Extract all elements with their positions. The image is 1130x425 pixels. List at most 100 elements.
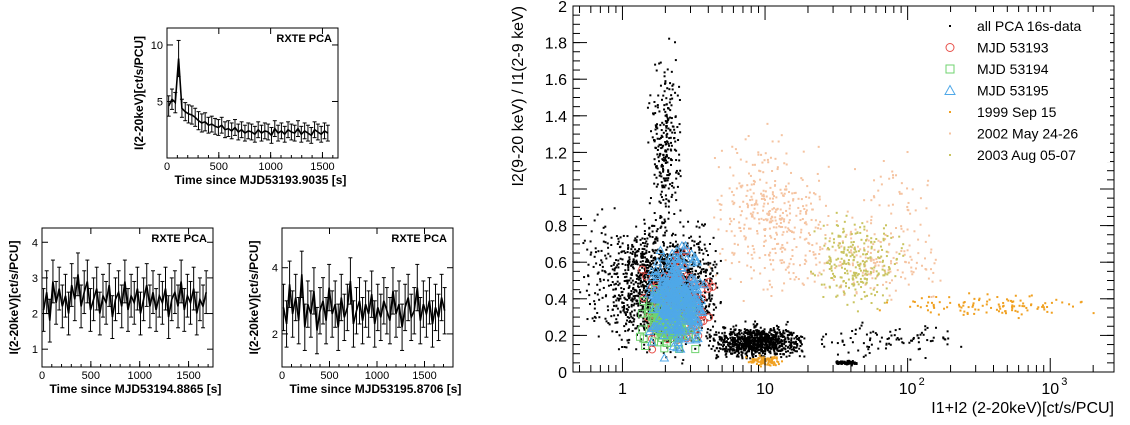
data-point	[797, 197, 800, 200]
data-point	[645, 273, 648, 276]
data-point	[906, 205, 909, 208]
data-point	[635, 299, 638, 302]
data-point	[641, 305, 644, 308]
data-point	[676, 94, 679, 97]
data-point	[859, 226, 862, 229]
data-point	[758, 256, 761, 259]
data-point	[753, 360, 756, 363]
data-point	[974, 308, 977, 311]
data-point	[719, 218, 722, 221]
data-point	[604, 271, 607, 274]
data-point	[865, 253, 868, 256]
data-point	[775, 208, 778, 211]
data-point	[853, 246, 856, 249]
data-point	[882, 274, 885, 277]
data-point	[872, 195, 875, 198]
data-point	[724, 353, 727, 356]
data-point	[892, 176, 895, 179]
data-point	[1028, 295, 1031, 298]
data-point	[911, 188, 914, 191]
data-point	[775, 345, 778, 348]
data-point	[847, 351, 850, 354]
data-point	[752, 211, 755, 214]
data-point	[615, 259, 618, 262]
data-point	[690, 276, 693, 279]
data-point	[841, 340, 844, 343]
data-point	[937, 313, 940, 316]
data-point	[929, 251, 932, 254]
data-point	[780, 262, 783, 265]
data-point	[860, 286, 863, 289]
data-point	[869, 331, 872, 334]
data-point	[851, 277, 854, 280]
data-point	[988, 298, 991, 301]
data-point	[770, 286, 773, 289]
data-point	[788, 333, 791, 336]
data-point	[918, 347, 921, 350]
data-point	[627, 246, 630, 249]
data-point	[869, 337, 872, 340]
data-point	[717, 341, 720, 344]
data-point	[733, 201, 736, 204]
data-point	[870, 245, 873, 248]
data-point	[633, 261, 636, 264]
data-point	[867, 245, 870, 248]
data-point	[870, 237, 873, 240]
data-point	[758, 339, 761, 342]
data-point	[947, 337, 950, 340]
y-axis-label: I(2-20keV)[ct/s/PCU]	[132, 36, 146, 150]
data-point	[812, 253, 815, 256]
data-point	[783, 188, 786, 191]
data-point	[752, 269, 755, 272]
data-point	[598, 316, 601, 319]
data-point	[898, 328, 901, 331]
data-point	[743, 235, 746, 238]
data-point	[646, 316, 649, 319]
data-point	[825, 261, 828, 264]
data-point	[742, 333, 745, 336]
data-point	[662, 94, 665, 97]
data-point	[826, 261, 829, 264]
data-point	[738, 333, 741, 336]
data-point	[588, 303, 591, 306]
data-point	[749, 188, 752, 191]
data-point	[1030, 294, 1033, 297]
data-point	[746, 184, 749, 187]
data-point	[674, 191, 677, 194]
data-point	[709, 339, 712, 342]
data-point	[636, 235, 639, 238]
data-point	[596, 283, 599, 286]
data-point	[783, 332, 786, 335]
data-point	[596, 311, 599, 314]
data-point	[909, 255, 912, 258]
data-point	[859, 255, 862, 258]
data-point	[768, 221, 771, 224]
data-point	[903, 253, 906, 256]
data-point	[813, 230, 816, 233]
data-point	[712, 325, 715, 328]
data-point	[908, 244, 911, 247]
data-point	[855, 276, 858, 279]
data-point	[802, 150, 805, 153]
data-point	[708, 295, 711, 298]
data-point	[592, 265, 595, 268]
data-point	[779, 226, 782, 229]
data-point	[651, 224, 654, 227]
data-point	[756, 322, 759, 325]
data-point	[653, 173, 656, 176]
data-point	[711, 283, 714, 286]
data-point	[827, 247, 830, 250]
data-point	[646, 303, 649, 306]
data-point	[789, 351, 792, 354]
data-point	[658, 154, 661, 157]
data-point	[946, 330, 949, 333]
data-point	[741, 351, 744, 354]
data-point	[632, 295, 635, 298]
data-point	[751, 198, 754, 201]
data-point	[579, 217, 582, 220]
data-point	[812, 251, 815, 254]
data-point	[799, 210, 802, 213]
data-point	[648, 226, 651, 229]
data-point	[732, 203, 735, 206]
data-point	[698, 235, 701, 238]
